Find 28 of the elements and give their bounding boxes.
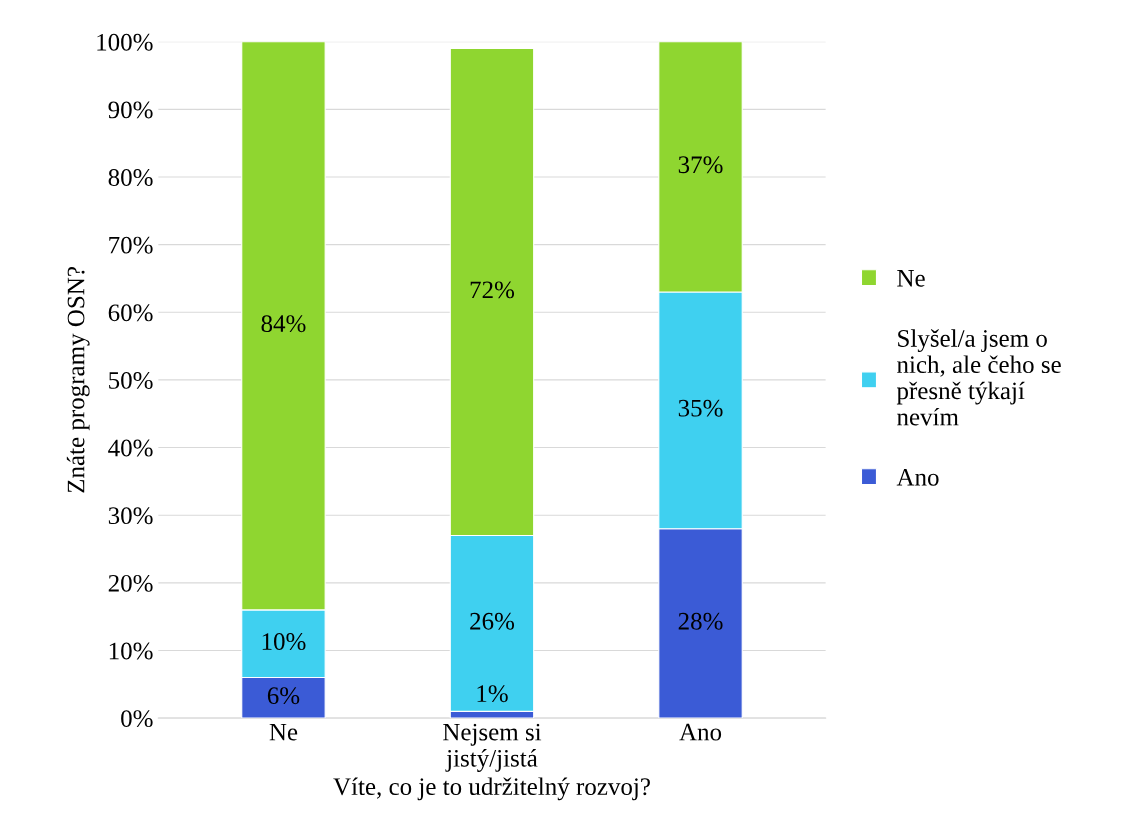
data-label: 26% bbox=[470, 612, 515, 630]
data-label: 84% bbox=[261, 315, 306, 333]
y-tick-label: 10% bbox=[109, 642, 153, 660]
y-tick-label: 30% bbox=[108, 507, 153, 525]
x-tick-label: Nejsem si jistý/jistá bbox=[443, 723, 542, 772]
y-tick-label: 40% bbox=[108, 439, 153, 457]
data-label: 35% bbox=[678, 399, 723, 417]
y-tick-label: 90% bbox=[108, 101, 153, 119]
data-label: 72% bbox=[470, 281, 515, 299]
x-tick-label: Ne bbox=[269, 723, 298, 741]
y-tick-label: 70% bbox=[109, 236, 153, 254]
data-label: 37% bbox=[678, 156, 723, 174]
y-axis-title: Znáte programy OSN? bbox=[66, 267, 90, 493]
data-label: 1% bbox=[477, 685, 508, 703]
legend-label: Ne bbox=[897, 270, 925, 287]
x-tick-label: Ano bbox=[679, 723, 722, 741]
data-label: 6% bbox=[267, 687, 300, 705]
y-tick-label: 20% bbox=[108, 574, 153, 592]
data-label: 10% bbox=[262, 633, 306, 651]
y-tick-label: 0% bbox=[121, 710, 153, 728]
x-axis-title: Víte, co je to udržitelný rozvoj? bbox=[333, 777, 650, 801]
y-tick-label: 80% bbox=[108, 169, 153, 187]
y-tick-label: 50% bbox=[109, 371, 153, 389]
data-label: 28% bbox=[678, 612, 723, 630]
y-tick-label: 60% bbox=[108, 304, 153, 322]
legend-label: Slyšel/a jsem o nich, ale čeho se přesně týkají nevím bbox=[896, 329, 1061, 426]
legend-label: Ano bbox=[896, 468, 939, 486]
y-tick-label: 100% bbox=[97, 33, 153, 51]
